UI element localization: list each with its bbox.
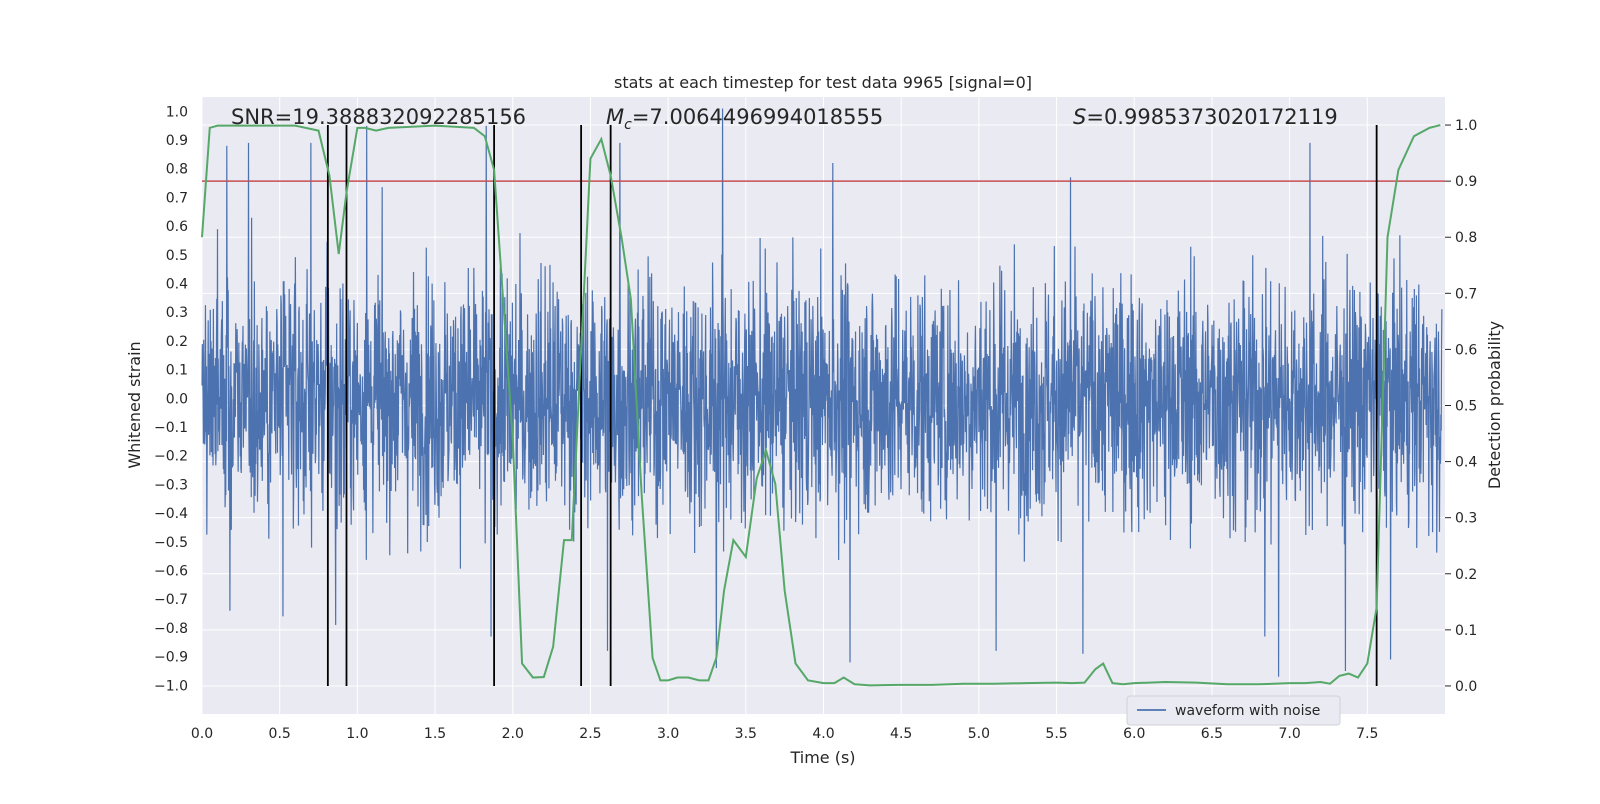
y-tick-label: −0.8 [154,621,188,637]
y-tick-label: 0.7 [166,190,188,206]
x-tick-label: 7.5 [1356,726,1378,742]
y-tick-label: 0.2 [166,334,188,350]
y-tick-label: −0.9 [154,650,188,666]
y-tick-label: 0.6 [166,219,188,235]
x-tick-label: 4.0 [812,726,834,742]
x-axis-label: Time (s) [789,748,855,767]
s-annotation: S=0.9985373020172119 [1073,105,1338,129]
x-tick-label: 0.0 [191,726,213,742]
y-tick-label: 0.8 [166,162,188,178]
x-tick-label: 1.0 [346,726,368,742]
x-tick-label: 4.5 [890,726,912,742]
y-tick-label: −0.4 [154,506,188,522]
s-value: =0.9985373020172119 [1086,105,1337,129]
y2-tick-label: 0.7 [1455,286,1477,302]
y-tick-labels: 1.0 0.9 0.8 0.7 0.6 0.5 0.4 0.3 0.2 0.1 0.0 −0.1 −0.… [154,104,188,694]
y-tick-label: −1.0 [154,678,188,694]
x-tick-label: 2.5 [579,726,601,742]
y-tick-label: 0.9 [166,133,188,149]
waveform-series [201,108,1443,677]
y-tick-label: −0.7 [154,592,188,608]
chart-title: stats at each timestep for test data 996… [614,73,1032,92]
x-tick-label: 1.5 [424,726,446,742]
x-tick-label: 6.5 [1201,726,1223,742]
y-tick-label: 0.3 [166,305,188,321]
y2-tick-label: 1.0 [1455,118,1477,134]
y-tick-label: −0.1 [154,420,188,436]
y2-tick-label: 0.0 [1455,679,1477,695]
y2-tick-label: 0.8 [1455,230,1477,246]
y2-tick-label: 0.4 [1455,455,1477,471]
x-tick-label: 3.5 [735,726,757,742]
chirp-mass-subscript: c [624,117,632,133]
probability-series [201,124,1441,687]
y-tick-label: −0.6 [154,564,188,580]
waveform-line [201,108,1443,677]
y-tick-label: 1.0 [166,104,188,120]
x-tick-label: 6.0 [1123,726,1145,742]
y-axis-label: Whitened strain [125,341,144,468]
x-tick-label: 3.0 [657,726,679,742]
y2-tick-label: 0.3 [1455,511,1477,527]
y2-tick-label: 0.2 [1455,567,1477,583]
snr-annotation: SNR=19.388832092285156 [231,105,526,129]
y-tick-label: 0.0 [166,391,188,407]
x-tick-labels: 0.0 0.5 1.0 1.5 2.0 2.5 3.0 3.5 4.0 4.5 5.0 5.5 6.0 6… [191,726,1379,742]
s-symbol: S [1073,105,1086,129]
x-tick-label: 5.5 [1045,726,1067,742]
y-tick-label: −0.5 [154,535,188,551]
x-tick-label: 2.0 [502,726,524,742]
legend-entry-waveform: waveform with noise [1175,703,1320,719]
y-tick-label: 0.1 [166,363,188,379]
y2-tick-label: 0.6 [1455,342,1477,358]
y2-axis-label: Detection probability [1485,321,1504,489]
x-tick-label: 0.5 [269,726,291,742]
probability-line [201,124,1441,687]
x-tick-label: 5.0 [968,726,990,742]
y-tick-label: 0.4 [166,277,188,293]
chirp-mass-symbol: M [606,105,624,129]
chirp-mass-value: =7.0064496994018555 [632,105,883,129]
legend-box [1126,695,1341,726]
chirp-mass-annotation: Mc=7.0064496994018555 [606,105,883,133]
legend: waveform with noise [1126,695,1341,726]
y2-tick-labels: 1.0 0.9 0.8 0.7 0.6 0.5 0.4 0.3 0.2 0.1 0.0 [1445,118,1477,695]
y-tick-label: −0.3 [154,477,188,493]
y-tick-label: 0.5 [166,248,188,264]
y-tick-label: −0.2 [154,449,188,465]
y2-tick-label: 0.9 [1455,174,1477,190]
y2-tick-label: 0.1 [1455,623,1477,639]
x-tick-label: 7.0 [1278,726,1300,742]
y2-tick-label: 0.5 [1455,399,1477,415]
